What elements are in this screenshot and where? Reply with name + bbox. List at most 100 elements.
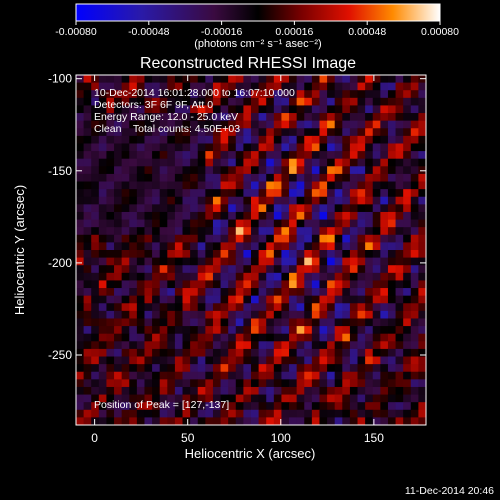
heatmap-cell bbox=[106, 97, 115, 106]
heatmap-cell bbox=[197, 143, 206, 152]
heatmap-cell bbox=[106, 295, 115, 304]
heatmap-cell bbox=[144, 113, 153, 122]
heatmap-cell bbox=[205, 211, 214, 220]
heatmap-cell bbox=[121, 211, 130, 220]
heatmap-cell bbox=[76, 135, 85, 144]
heatmap-cell bbox=[319, 326, 328, 335]
heatmap-cell bbox=[387, 341, 396, 350]
heatmap-cell bbox=[228, 333, 237, 342]
heatmap-cell bbox=[410, 105, 419, 114]
heatmap-cell bbox=[220, 310, 229, 319]
heatmap-cell bbox=[121, 371, 130, 380]
heatmap-cell bbox=[266, 310, 275, 319]
heatmap-cell bbox=[167, 90, 176, 99]
heatmap-cell bbox=[98, 288, 107, 297]
heatmap-cell bbox=[266, 166, 275, 175]
heatmap-cell bbox=[243, 143, 252, 152]
heatmap-cell bbox=[273, 310, 282, 319]
heatmap-cell bbox=[357, 288, 366, 297]
heatmap-cell bbox=[273, 181, 282, 190]
heatmap-cell bbox=[258, 128, 267, 137]
heatmap-cell bbox=[190, 105, 199, 114]
heatmap-cell bbox=[289, 265, 298, 274]
heatmap-cell bbox=[273, 113, 282, 122]
heatmap-cell bbox=[289, 90, 298, 99]
heatmap-cell bbox=[251, 402, 260, 411]
heatmap-cell bbox=[357, 310, 366, 319]
heatmap-cell bbox=[106, 348, 115, 357]
heatmap-cell bbox=[212, 265, 221, 274]
heatmap-cell bbox=[296, 189, 305, 198]
heatmap-cell bbox=[327, 227, 336, 236]
heatmap-cell bbox=[289, 97, 298, 106]
heatmap-cell bbox=[121, 219, 130, 228]
heatmap-cell bbox=[205, 143, 214, 152]
heatmap-cell bbox=[334, 82, 343, 91]
heatmap-cell bbox=[182, 105, 191, 114]
heatmap-cell bbox=[197, 310, 206, 319]
heatmap-cell bbox=[197, 105, 206, 114]
heatmap-cell bbox=[235, 402, 244, 411]
heatmap-cell bbox=[235, 227, 244, 236]
heatmap-cell bbox=[190, 303, 199, 312]
heatmap-cell bbox=[251, 151, 260, 160]
heatmap-cell bbox=[365, 90, 374, 99]
annotation-peak-position: Position of Peak = [127,-137] bbox=[94, 399, 229, 411]
colorbar-tick-label: 0.00048 bbox=[348, 26, 386, 38]
heatmap-cell bbox=[304, 371, 313, 380]
heatmap-cell bbox=[228, 310, 237, 319]
heatmap-cell bbox=[182, 82, 191, 91]
heatmap-cell bbox=[205, 348, 214, 357]
heatmap-cell bbox=[387, 196, 396, 205]
heatmap-cell bbox=[83, 219, 92, 228]
heatmap-cell bbox=[167, 394, 176, 403]
heatmap-cell bbox=[387, 166, 396, 175]
heatmap-cell bbox=[365, 303, 374, 312]
heatmap-cell bbox=[159, 394, 168, 403]
heatmap-cell bbox=[296, 181, 305, 190]
heatmap-cell bbox=[266, 371, 275, 380]
heatmap-cell bbox=[418, 219, 427, 228]
heatmap-cell bbox=[235, 326, 244, 335]
heatmap-cell bbox=[136, 189, 145, 198]
heatmap-cell bbox=[98, 356, 107, 365]
heatmap-cell bbox=[167, 196, 176, 205]
heatmap-cell bbox=[190, 265, 199, 274]
heatmap-cell bbox=[220, 151, 229, 160]
heatmap-cell bbox=[372, 204, 381, 213]
heatmap-cell bbox=[311, 318, 320, 327]
heatmap-cell bbox=[106, 227, 115, 236]
heatmap-cell bbox=[327, 364, 336, 373]
heatmap-cell bbox=[418, 211, 427, 220]
heatmap-cell bbox=[228, 189, 237, 198]
heatmap-cell bbox=[266, 211, 275, 220]
heatmap-cell bbox=[418, 386, 427, 395]
heatmap-cell bbox=[281, 105, 290, 114]
heatmap-cell bbox=[159, 341, 168, 350]
heatmap-cell bbox=[83, 417, 92, 426]
heatmap-cell bbox=[304, 158, 313, 167]
heatmap-cell bbox=[334, 356, 343, 365]
heatmap-cell bbox=[235, 181, 244, 190]
heatmap-cell bbox=[289, 402, 298, 411]
heatmap-cell bbox=[380, 227, 389, 236]
heatmap-cell bbox=[174, 158, 183, 167]
heatmap-cell bbox=[418, 181, 427, 190]
heatmap-cell bbox=[129, 333, 138, 342]
heatmap-cell bbox=[319, 272, 328, 281]
heatmap-cell bbox=[129, 75, 138, 84]
heatmap-cell bbox=[410, 181, 419, 190]
heatmap-cell bbox=[152, 105, 161, 114]
heatmap-cell bbox=[182, 90, 191, 99]
heatmap-cell bbox=[212, 386, 221, 395]
heatmap-cell bbox=[304, 326, 313, 335]
heatmap-cell bbox=[220, 409, 229, 418]
heatmap-cell bbox=[159, 257, 168, 266]
heatmap-cell bbox=[114, 242, 123, 251]
heatmap-cell bbox=[243, 379, 252, 388]
heatmap-cell bbox=[144, 295, 153, 304]
heatmap-cell bbox=[319, 151, 328, 160]
heatmap-cell bbox=[319, 135, 328, 144]
heatmap-cell bbox=[418, 364, 427, 373]
heatmap-cell bbox=[106, 120, 115, 129]
